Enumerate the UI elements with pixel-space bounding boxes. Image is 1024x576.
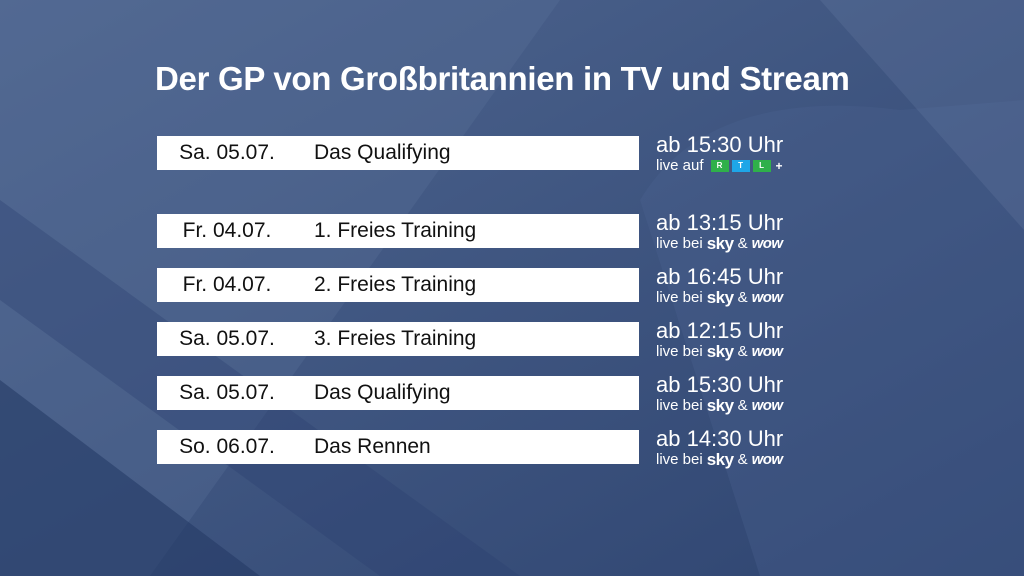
live-prefix: live auf xyxy=(656,157,704,174)
rtl-letter-r: R xyxy=(710,160,729,172)
schedule-date: Sa. 05.07. xyxy=(179,327,275,350)
live-prefix: live bei xyxy=(656,343,703,360)
schedule-row: Sa. 05.07. 3. Freies Training xyxy=(157,322,639,356)
live-prefix: live bei xyxy=(656,289,703,306)
schedule-info: ab 15:30 Uhr live bei sky & wow xyxy=(656,373,856,415)
broadcaster-line: live bei sky & wow xyxy=(656,451,856,469)
sky-logo: sky xyxy=(706,234,734,253)
schedule-row: Fr. 04.07. 2. Freies Training xyxy=(157,268,639,302)
schedule-date: So. 06.07. xyxy=(179,435,275,458)
featured-live: live auf R T L + xyxy=(656,157,856,175)
ampersand: & xyxy=(737,343,748,360)
schedule-event: 1. Freies Training xyxy=(314,219,477,242)
schedule-event: 2. Freies Training xyxy=(314,273,477,296)
schedule-time: ab 12:15 Uhr xyxy=(656,318,784,343)
schedule-time: ab 14:30 Uhr xyxy=(656,426,784,451)
wow-logo: wow xyxy=(751,397,784,414)
schedule-time: ab 16:45 Uhr xyxy=(656,264,784,289)
broadcaster-line: live bei sky & wow xyxy=(656,343,856,361)
broadcaster-line: live bei sky & wow xyxy=(656,397,856,415)
schedule-row: Sa. 05.07. Das Qualifying xyxy=(157,376,639,410)
schedule-info: ab 13:15 Uhr live bei sky & wow xyxy=(656,211,856,253)
featured-info: ab 15:30 Uhr live auf R T L + xyxy=(656,133,856,175)
schedule-info: ab 12:15 Uhr live bei sky & wow xyxy=(656,319,856,361)
featured-row: Sa. 05.07. Das Qualifying xyxy=(157,136,639,170)
live-prefix: live bei xyxy=(656,397,703,414)
rtl-plus: + xyxy=(775,159,783,173)
ampersand: & xyxy=(737,451,748,468)
schedule-row: So. 06.07. Das Rennen xyxy=(157,430,639,464)
featured-event: Das Qualifying xyxy=(314,141,451,164)
rtl-letter-l: L xyxy=(752,160,771,172)
schedule-time: ab 13:15 Uhr xyxy=(656,210,784,235)
ampersand: & xyxy=(737,289,748,306)
rtl-letter-t: T xyxy=(731,160,750,172)
page-title: Der GP von Großbritannien in TV und Stre… xyxy=(155,60,850,97)
schedule-time: ab 15:30 Uhr xyxy=(656,372,784,397)
wow-logo: wow xyxy=(751,289,784,306)
featured-time: ab 15:30 Uhr xyxy=(656,132,784,157)
schedule-event: 3. Freies Training xyxy=(314,327,477,350)
schedule-info: ab 14:30 Uhr live bei sky & wow xyxy=(656,427,856,469)
sky-logo: sky xyxy=(706,288,734,307)
rtl-plus-logo: R T L + xyxy=(710,159,783,173)
sky-logo: sky xyxy=(706,450,734,469)
sky-logo: sky xyxy=(706,396,734,415)
ampersand: & xyxy=(737,397,748,414)
live-prefix: live bei xyxy=(656,451,703,468)
wow-logo: wow xyxy=(751,235,784,252)
schedule-event: Das Qualifying xyxy=(314,381,451,404)
featured-date: Sa. 05.07. xyxy=(179,141,275,164)
wow-logo: wow xyxy=(751,451,784,468)
ampersand: & xyxy=(737,235,748,252)
schedule-date: Fr. 04.07. xyxy=(182,219,272,242)
schedule-info: ab 16:45 Uhr live bei sky & wow xyxy=(656,265,856,307)
wow-logo: wow xyxy=(751,343,784,360)
schedule-row: Fr. 04.07. 1. Freies Training xyxy=(157,214,639,248)
live-prefix: live bei xyxy=(656,235,703,252)
broadcaster-line: live bei sky & wow xyxy=(656,289,856,307)
sky-logo: sky xyxy=(706,342,734,361)
schedule-event: Das Rennen xyxy=(314,435,431,458)
schedule-date: Fr. 04.07. xyxy=(182,273,272,296)
broadcaster-line: live bei sky & wow xyxy=(656,235,856,253)
schedule-date: Sa. 05.07. xyxy=(179,381,275,404)
